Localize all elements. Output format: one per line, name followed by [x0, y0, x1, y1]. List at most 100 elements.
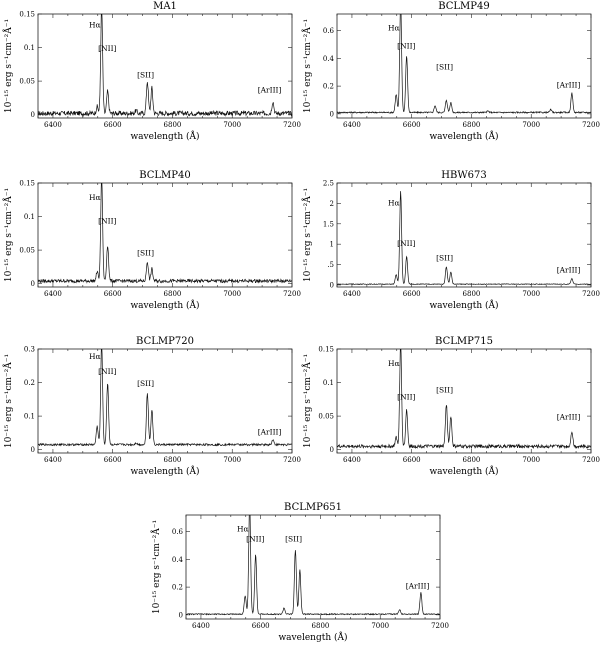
spectrum-panel: BCLMP40 6400 6600 6800 7000 7200 0 0.05 0.1 0.15 w… [2, 170, 301, 311]
y-tick-label: .5 [327, 261, 334, 269]
x-tick-label: 6800 [463, 121, 481, 129]
plot-frame [336, 13, 592, 119]
plot-frame [37, 182, 293, 288]
y-tick-label: 2 [330, 200, 334, 208]
y-tick-label: 0 [31, 280, 35, 288]
spectrum-line [337, 14, 591, 115]
emission-line-label: [ArIII] [406, 581, 430, 590]
spectrum-panel: BCLMP49 6400 6600 6800 7000 7200 0 0.2 0.4 0.6 wav… [301, 1, 600, 142]
x-tick-label: 6600 [104, 121, 122, 129]
y-axis-label: 10⁻¹⁵ erg s⁻¹cm⁻²Å⁻¹ [301, 19, 313, 113]
x-tick-label: 6800 [463, 456, 481, 464]
x-tick-label: 7000 [371, 622, 389, 630]
y-axis-label: 10⁻¹⁵ erg s⁻¹cm⁻²Å⁻¹ [2, 19, 14, 113]
y-tick-label: 0.4 [172, 556, 184, 564]
x-axis-label: wavelength (Å) [130, 299, 199, 311]
y-tick-label: 0.15 [318, 346, 334, 354]
x-tick-label: 7000 [522, 121, 540, 129]
x-tick-label: 6800 [463, 290, 481, 298]
emission-line-label: Hα [388, 198, 400, 207]
plot-frame [37, 13, 293, 119]
x-axis-label: wavelength (Å) [429, 130, 498, 142]
emission-line-label: [SII] [137, 248, 154, 257]
x-axis-label: wavelength (Å) [130, 130, 199, 142]
emission-line-label: [NII] [397, 42, 415, 51]
emission-line-label: [ArIII] [557, 412, 581, 421]
emission-line-label: Hα [89, 193, 101, 202]
emission-line-label: [SII] [436, 386, 453, 395]
x-tick-label: 7200 [582, 121, 600, 129]
emission-line-label: [NII] [98, 367, 116, 376]
x-tick-label: 7000 [223, 121, 241, 129]
x-axis-label: wavelength (Å) [278, 631, 347, 643]
x-tick-label: 6400 [44, 456, 62, 464]
y-tick-label: 0.1 [24, 213, 35, 221]
spectrum-line [38, 183, 292, 284]
x-tick-label: 6800 [164, 121, 182, 129]
x-tick-label: 7200 [283, 121, 301, 129]
x-tick-label: 7000 [223, 290, 241, 298]
emission-line-label: [ArIII] [557, 80, 581, 89]
panel-title: MA1 [153, 1, 177, 12]
y-tick-label: 0 [330, 446, 334, 454]
panel-title: BCLMP40 [139, 170, 191, 181]
emission-line-label: [SII] [137, 71, 154, 80]
y-tick-label: 0.05 [19, 247, 35, 255]
y-tick-label: 2.5 [323, 180, 334, 188]
x-tick-label: 7000 [522, 290, 540, 298]
x-tick-label: 6600 [252, 622, 270, 630]
x-tick-label: 7000 [522, 456, 540, 464]
y-tick-label: 0.15 [19, 11, 35, 19]
x-axis-label: wavelength (Å) [429, 465, 498, 477]
x-axis-label: wavelength (Å) [130, 465, 199, 477]
y-tick-label: 0.05 [318, 413, 334, 421]
x-tick-label: 6400 [44, 290, 62, 298]
x-tick-label: 6800 [164, 290, 182, 298]
spectrum-panel: MA1 6400 6600 6800 7000 7200 0 0.05 0.1 0.15 wavel… [2, 1, 301, 142]
spectrum-line [38, 349, 292, 447]
emission-line-label: [SII] [436, 62, 453, 71]
y-tick-label: 1.5 [323, 220, 334, 228]
x-tick-label: 7000 [223, 456, 241, 464]
y-tick-label: 1 [330, 241, 334, 249]
plot-frame [336, 348, 592, 454]
emission-line-label: [NII] [397, 239, 415, 248]
emission-line-label: Hα [388, 24, 400, 33]
x-tick-label: 7200 [283, 290, 301, 298]
y-tick-label: 0.1 [24, 413, 35, 421]
y-tick-label: 0.1 [24, 44, 35, 52]
emission-line-label: [SII] [285, 534, 302, 543]
y-tick-label: 0 [330, 281, 334, 289]
y-tick-label: 0.15 [19, 180, 35, 188]
x-tick-label: 6400 [343, 290, 361, 298]
emission-line-label: [ArIII] [557, 266, 581, 275]
x-tick-label: 6400 [44, 121, 62, 129]
emission-line-label: [SII] [137, 379, 154, 388]
y-tick-label: 0.6 [172, 528, 184, 536]
emission-line-label: [NII] [98, 44, 116, 53]
emission-line-label: [SII] [436, 253, 453, 262]
y-axis-label: 10⁻¹⁵ erg s⁻¹cm⁻²Å⁻¹ [301, 354, 313, 448]
y-tick-label: 0 [179, 611, 183, 619]
x-tick-label: 6400 [192, 622, 210, 630]
y-axis-label: 10⁻¹⁵ erg s⁻¹cm⁻²Å⁻¹ [301, 188, 313, 282]
plot-frame [185, 514, 441, 620]
panel-title: BCLMP715 [435, 336, 493, 347]
spectrum-panel: BCLMP715 6400 6600 6800 7000 7200 0 0.05 0.1 0.15… [301, 336, 600, 477]
x-tick-label: 6600 [104, 456, 122, 464]
panel-title: HBW673 [441, 170, 486, 181]
emission-line-label: [ArIII] [258, 86, 282, 95]
x-tick-label: 6600 [403, 121, 421, 129]
emission-line-label: Hα [89, 352, 101, 361]
spectrum-panel: BCLMP651 6400 6600 6800 7000 7200 0 0.2 0.4 0.6 wa… [150, 502, 449, 643]
emission-line-label: [ArIII] [258, 428, 282, 437]
spectrum-line [186, 515, 440, 616]
y-tick-label: 0.3 [24, 346, 35, 354]
x-tick-label: 6800 [312, 622, 330, 630]
x-tick-label: 6400 [343, 121, 361, 129]
panel-title: BCLMP720 [136, 336, 194, 347]
emission-line-label: [NII] [397, 392, 415, 401]
spectrum-panel: HBW673 6400 6600 6800 7000 7200 0 .5 1 1.5 2 2.5 wav… [301, 170, 600, 311]
x-axis-label: wavelength (Å) [429, 299, 498, 311]
emission-line-label: [NII] [98, 216, 116, 225]
